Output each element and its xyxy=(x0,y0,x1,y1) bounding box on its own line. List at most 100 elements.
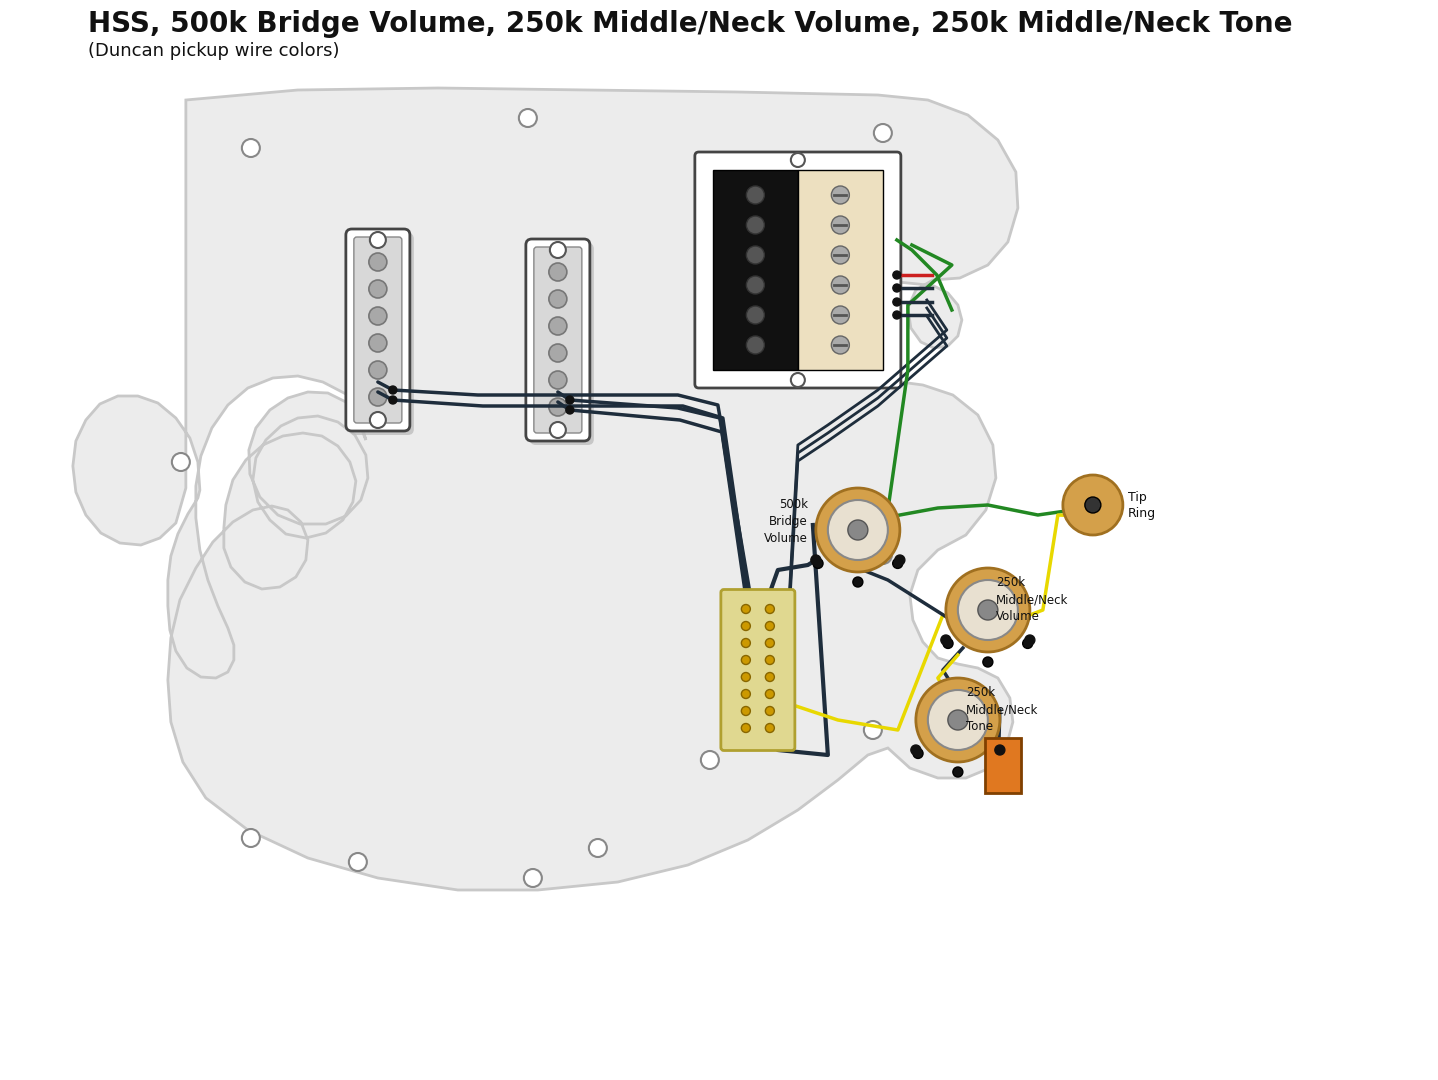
Circle shape xyxy=(864,721,881,739)
FancyBboxPatch shape xyxy=(349,233,414,435)
Text: Ring: Ring xyxy=(1127,507,1156,519)
Circle shape xyxy=(549,264,567,281)
Circle shape xyxy=(765,706,774,715)
Circle shape xyxy=(812,558,823,568)
Circle shape xyxy=(992,748,1002,758)
Circle shape xyxy=(831,246,850,264)
Circle shape xyxy=(549,291,567,308)
Circle shape xyxy=(173,453,190,471)
Circle shape xyxy=(549,422,567,438)
Circle shape xyxy=(742,656,751,664)
Circle shape xyxy=(742,724,751,732)
Circle shape xyxy=(831,276,850,294)
Circle shape xyxy=(765,673,774,681)
FancyBboxPatch shape xyxy=(354,237,401,423)
Circle shape xyxy=(765,724,774,732)
Circle shape xyxy=(943,638,953,648)
Circle shape xyxy=(746,216,765,234)
Circle shape xyxy=(953,767,963,777)
Circle shape xyxy=(894,555,905,565)
Circle shape xyxy=(848,519,869,540)
FancyBboxPatch shape xyxy=(347,229,410,431)
Circle shape xyxy=(242,139,260,157)
Circle shape xyxy=(948,710,968,730)
Circle shape xyxy=(765,638,774,648)
Circle shape xyxy=(893,271,900,279)
Circle shape xyxy=(746,246,765,264)
Bar xyxy=(985,738,1021,793)
Circle shape xyxy=(370,411,385,428)
Circle shape xyxy=(940,635,951,645)
Circle shape xyxy=(811,555,821,565)
Circle shape xyxy=(519,109,536,127)
Circle shape xyxy=(388,386,397,394)
Text: 250k
Middle/Neck
Volume: 250k Middle/Neck Volume xyxy=(997,577,1068,623)
Circle shape xyxy=(742,621,751,631)
Circle shape xyxy=(370,280,387,298)
Circle shape xyxy=(549,399,567,416)
Circle shape xyxy=(523,869,542,887)
Circle shape xyxy=(916,678,999,762)
Text: HSS, 500k Bridge Volume, 250k Middle/Neck Volume, 250k Middle/Neck Tone: HSS, 500k Bridge Volume, 250k Middle/Nec… xyxy=(88,10,1293,38)
Polygon shape xyxy=(73,87,1018,890)
Circle shape xyxy=(765,605,774,613)
Text: Tip: Tip xyxy=(1127,490,1146,503)
Circle shape xyxy=(370,334,387,352)
Circle shape xyxy=(893,558,903,568)
Circle shape xyxy=(765,689,774,699)
Circle shape xyxy=(746,336,765,354)
Circle shape xyxy=(831,306,850,324)
Circle shape xyxy=(746,306,765,324)
Circle shape xyxy=(742,689,751,699)
FancyBboxPatch shape xyxy=(529,243,594,445)
Circle shape xyxy=(874,546,892,564)
Circle shape xyxy=(765,621,774,631)
Circle shape xyxy=(946,568,1030,652)
Circle shape xyxy=(388,396,397,404)
Circle shape xyxy=(746,276,765,294)
Circle shape xyxy=(893,311,900,319)
Circle shape xyxy=(815,488,900,572)
Circle shape xyxy=(791,373,805,387)
Text: 250k
Middle/Neck
Tone: 250k Middle/Neck Tone xyxy=(966,687,1038,733)
Circle shape xyxy=(549,345,567,362)
Circle shape xyxy=(742,706,751,715)
Circle shape xyxy=(893,298,900,306)
Circle shape xyxy=(1084,497,1102,513)
Circle shape xyxy=(910,745,920,755)
Circle shape xyxy=(370,253,387,271)
Circle shape xyxy=(1063,475,1123,535)
Text: (Duncan pickup wire colors): (Duncan pickup wire colors) xyxy=(88,42,339,60)
Circle shape xyxy=(370,388,387,406)
Circle shape xyxy=(349,853,367,870)
Circle shape xyxy=(700,751,719,769)
FancyBboxPatch shape xyxy=(526,239,590,441)
Circle shape xyxy=(370,232,385,248)
Circle shape xyxy=(1025,635,1035,645)
Circle shape xyxy=(928,690,988,750)
Text: 500k
Bridge
Volume: 500k Bridge Volume xyxy=(764,499,808,545)
Circle shape xyxy=(549,318,567,335)
Circle shape xyxy=(978,600,998,620)
Bar xyxy=(798,170,883,370)
Circle shape xyxy=(742,673,751,681)
FancyBboxPatch shape xyxy=(533,247,582,433)
Circle shape xyxy=(828,500,887,561)
Circle shape xyxy=(370,307,387,325)
Circle shape xyxy=(853,577,863,588)
Circle shape xyxy=(831,186,850,204)
Bar xyxy=(713,170,798,370)
Circle shape xyxy=(549,242,567,258)
Circle shape xyxy=(590,839,607,858)
Circle shape xyxy=(995,745,1005,755)
FancyBboxPatch shape xyxy=(695,152,900,388)
Circle shape xyxy=(549,372,567,389)
Circle shape xyxy=(913,748,923,758)
Circle shape xyxy=(567,406,574,414)
FancyBboxPatch shape xyxy=(720,590,795,751)
Circle shape xyxy=(746,186,765,204)
Circle shape xyxy=(765,656,774,664)
Circle shape xyxy=(791,153,805,167)
Circle shape xyxy=(831,216,850,234)
Circle shape xyxy=(958,580,1018,640)
